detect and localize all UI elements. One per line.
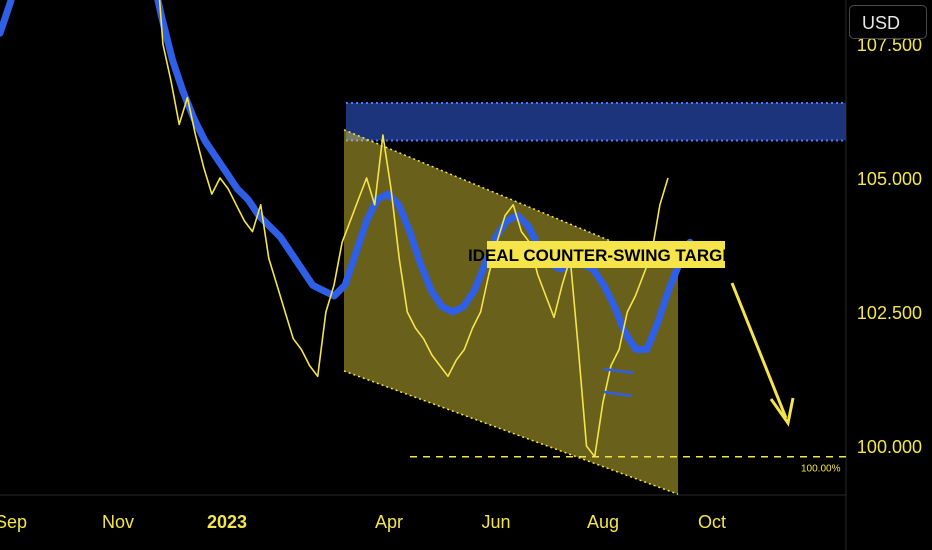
time-tick-label: Nov xyxy=(102,512,134,532)
target-zone[interactable] xyxy=(346,102,846,141)
price-axis[interactable]: 115.000112.500110.000107.500105.000102.5… xyxy=(857,0,922,457)
time-axis[interactable]: Sep Nov 2023 Apr Jun Aug Oct xyxy=(0,512,726,532)
down-arrow-shaft xyxy=(730,282,788,419)
level-label: 100.00% xyxy=(801,464,841,475)
time-tick-label: Apr xyxy=(375,512,403,532)
price-tick-label: 107.500 xyxy=(857,35,922,55)
price-line xyxy=(158,0,669,458)
time-tick-label: Sep xyxy=(0,512,27,532)
time-tick-label: Oct xyxy=(698,512,726,532)
price-series xyxy=(158,0,669,458)
channel-lower-line xyxy=(343,370,679,495)
target-label-box xyxy=(487,241,725,268)
time-tick-label: 2023 xyxy=(207,512,247,532)
time-tick-label: Aug xyxy=(587,512,619,532)
price-tick-label: 100.000 xyxy=(857,437,922,457)
blue-mark-lower xyxy=(603,390,633,398)
blue-mark-upper xyxy=(603,367,635,375)
currency-button[interactable]: USD xyxy=(849,5,927,39)
descending-channel[interactable] xyxy=(344,129,678,495)
down-arrow-head xyxy=(769,397,795,427)
price-tick-label: 102.500 xyxy=(857,303,922,323)
target-label: IDEAL COUNTER-SWING TARGET xyxy=(468,246,745,265)
price-tick-label: 105.000 xyxy=(857,169,922,189)
time-tick-label: Jun xyxy=(481,512,510,532)
